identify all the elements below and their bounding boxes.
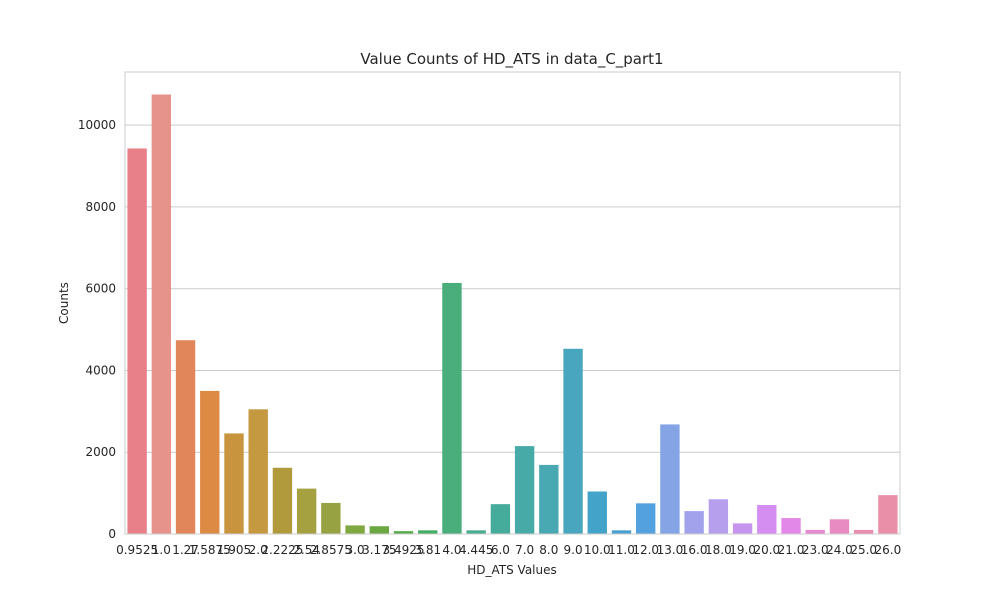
x-tick-label: 2.54 <box>293 543 320 557</box>
y-tick-label: 10000 <box>78 118 116 132</box>
bar <box>393 531 414 534</box>
x-tick-label: 13.0 <box>657 543 684 557</box>
bar <box>345 525 365 534</box>
plot-frame <box>124 71 901 535</box>
bar <box>660 424 680 534</box>
x-tick-label: 2.0 <box>249 543 268 557</box>
x-tick-label: 2.2225 <box>261 543 303 557</box>
bar <box>853 529 874 534</box>
bar <box>514 446 535 534</box>
bar <box>563 348 583 534</box>
x-tick-label: 19.0 <box>729 543 756 557</box>
y-tick-label: 6000 <box>85 282 116 296</box>
x-tick-label: 25.0 <box>850 543 877 557</box>
bar <box>684 511 704 534</box>
bar <box>296 488 317 534</box>
bar <box>757 504 777 534</box>
x-tick-label: 24.0 <box>826 543 853 557</box>
x-tick-label: 3.4925 <box>383 543 425 557</box>
x-tick-label: 1.5875 <box>189 543 231 557</box>
bar <box>200 390 220 534</box>
x-tick-label: 10.0 <box>584 543 611 557</box>
chart-title: Value Counts of HD_ATS in data_C_part1 <box>360 50 663 69</box>
x-tick-label: 26.0 <box>875 543 902 557</box>
bar <box>418 530 438 534</box>
bar <box>829 519 850 534</box>
bar <box>248 409 268 534</box>
bar <box>490 504 511 534</box>
bar <box>272 467 293 534</box>
y-tick-label: 4000 <box>85 363 116 377</box>
bar <box>878 495 898 534</box>
x-tick-label: 16.0 <box>681 543 708 557</box>
bar <box>781 518 801 534</box>
bar <box>369 526 389 534</box>
x-tick-label: 20.0 <box>753 543 780 557</box>
x-tick-label: 11.0 <box>608 543 635 557</box>
x-axis-title: HD_ATS Values <box>467 563 557 577</box>
y-tick-labels: 0 2000 4000 6000 8000 10000 <box>78 118 116 541</box>
x-tick-label: 9.0 <box>564 543 583 557</box>
x-tick-label: 1.0 <box>152 543 171 557</box>
x-tick-label: 2.8575 <box>310 543 352 557</box>
bar <box>127 148 147 534</box>
x-tick-label: 18.0 <box>705 543 732 557</box>
x-tick-label: 1.27 <box>172 543 199 557</box>
x-tick-label: 23.0 <box>802 543 829 557</box>
x-tick-label: 3.81 <box>414 543 441 557</box>
x-tick-label: 1.905 <box>217 543 251 557</box>
bar <box>175 340 196 534</box>
x-tick-label: 21.0 <box>778 543 805 557</box>
bar <box>805 529 825 534</box>
bar <box>442 282 462 534</box>
y-axis-title: Counts <box>57 282 71 324</box>
x-tick-label: 7.0 <box>515 543 534 557</box>
x-tick-label: 0.9525 <box>116 543 158 557</box>
bar <box>539 464 559 534</box>
bar <box>611 530 632 534</box>
x-tick-label: 12.0 <box>632 543 659 557</box>
bar <box>151 94 172 534</box>
x-tick-label: 6.0 <box>491 543 510 557</box>
y-tick-label: 2000 <box>85 445 116 459</box>
x-tick-label: 3.0 <box>346 543 365 557</box>
x-tick-label: 4.445 <box>459 543 493 557</box>
bar <box>321 502 341 534</box>
bars <box>127 94 898 534</box>
bar <box>636 503 656 534</box>
x-tick-label: 3.175 <box>362 543 396 557</box>
y-tick-label: 0 <box>108 527 116 541</box>
bar <box>587 491 607 534</box>
x-tick-label: 8.0 <box>539 543 558 557</box>
bar <box>224 433 244 534</box>
bar <box>466 530 486 534</box>
x-tick-label: 4.0 <box>442 543 461 557</box>
bar <box>732 523 753 534</box>
y-tick-label: 8000 <box>85 200 116 214</box>
bar <box>708 499 729 534</box>
